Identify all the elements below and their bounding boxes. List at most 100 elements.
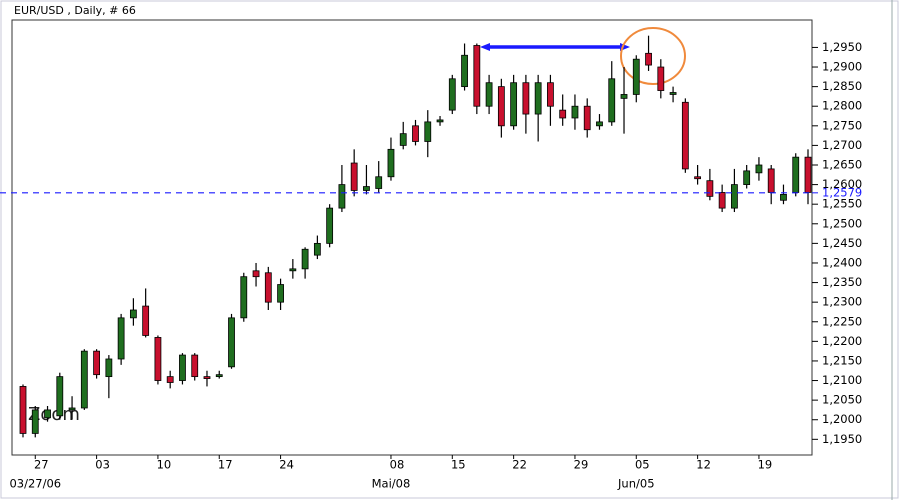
y-tick-label: 1,1950 bbox=[822, 432, 862, 446]
y-tick-label: 1,2500 bbox=[822, 216, 862, 230]
candle-body bbox=[657, 66, 665, 91]
candle-body bbox=[780, 193, 787, 201]
y-tick-label: 1,2600 bbox=[822, 177, 862, 191]
candle-body bbox=[80, 350, 88, 409]
y-tick-label: 1,2250 bbox=[822, 314, 862, 328]
candle-body bbox=[534, 82, 542, 115]
x-tick-label: 27 bbox=[34, 458, 49, 472]
candle-body bbox=[632, 58, 640, 95]
candle-body bbox=[559, 109, 567, 119]
candle-body bbox=[387, 148, 395, 178]
date-label: 03/27/06 bbox=[9, 477, 61, 491]
candle-body bbox=[583, 105, 591, 131]
candle-body bbox=[19, 386, 27, 434]
candle-body bbox=[681, 101, 689, 170]
candle-body bbox=[571, 105, 579, 119]
last-price-label: 1,2579 bbox=[822, 185, 862, 199]
candle-body bbox=[792, 156, 800, 193]
x-tick-label: 12 bbox=[696, 458, 711, 472]
y-tick-label: 1,2200 bbox=[822, 334, 862, 348]
candle-body bbox=[56, 376, 64, 417]
candle-body bbox=[547, 82, 554, 107]
candle-body bbox=[240, 276, 248, 319]
candle-body bbox=[485, 82, 493, 107]
x-tick-label: 08 bbox=[390, 458, 405, 472]
annotation-circle bbox=[620, 27, 686, 85]
y-tick-label: 1,2000 bbox=[822, 412, 862, 426]
y-tick-label: 1,2450 bbox=[822, 236, 862, 250]
candle-body bbox=[215, 374, 223, 378]
plot-frame bbox=[11, 19, 813, 456]
y-tick-label: 1,2300 bbox=[822, 295, 862, 309]
candle-body bbox=[350, 162, 358, 191]
candle-body bbox=[804, 156, 812, 193]
candle-body bbox=[93, 350, 100, 376]
candle-body bbox=[767, 168, 775, 193]
candle-body bbox=[669, 92, 677, 95]
candle-body bbox=[301, 248, 309, 270]
y-tick-label: 1,2400 bbox=[822, 255, 862, 269]
arrow-head bbox=[480, 43, 490, 51]
y-tick-label: 1,2950 bbox=[822, 40, 862, 54]
candle-body bbox=[252, 270, 260, 278]
y-tick-label: 1,2700 bbox=[822, 138, 862, 152]
x-tick-label: 22 bbox=[512, 458, 527, 472]
candle-body bbox=[694, 176, 702, 180]
candle-body bbox=[154, 337, 162, 381]
candle-body bbox=[228, 317, 235, 368]
candle-body bbox=[191, 354, 199, 378]
y-tick-label: 1,2050 bbox=[822, 393, 862, 407]
candle-body bbox=[718, 192, 726, 209]
candle-body bbox=[608, 78, 616, 123]
candle-body bbox=[326, 207, 334, 244]
y-tick-label: 1,2650 bbox=[822, 158, 862, 172]
candle-body bbox=[142, 305, 150, 336]
zoom-label: Zoom bbox=[28, 404, 80, 425]
candle-body bbox=[375, 176, 383, 189]
candle-body bbox=[596, 121, 603, 127]
candle-body bbox=[436, 119, 444, 123]
candle-body bbox=[277, 284, 284, 303]
x-tick-label: 10 bbox=[157, 458, 172, 472]
candle-body bbox=[645, 52, 652, 66]
candle-body bbox=[399, 133, 407, 146]
candle-body bbox=[44, 409, 51, 419]
candle-body bbox=[105, 358, 113, 378]
y-tick-label: 1,2350 bbox=[822, 275, 862, 289]
candle-body bbox=[497, 86, 505, 127]
candle-body bbox=[289, 268, 297, 272]
x-tick-label: 17 bbox=[218, 458, 233, 472]
y-tick-label: 1,2900 bbox=[822, 60, 862, 74]
candle-body bbox=[510, 82, 518, 127]
candle-body bbox=[179, 354, 186, 381]
x-tick-label: 05 bbox=[635, 458, 650, 472]
candle-body bbox=[203, 376, 211, 379]
candle-body bbox=[68, 407, 76, 411]
y-tick-label: 1,2150 bbox=[822, 353, 862, 367]
candle-body bbox=[313, 242, 321, 256]
x-tick-label: 15 bbox=[451, 458, 466, 472]
y-tick-label: 1,2550 bbox=[822, 197, 862, 211]
candle-body bbox=[264, 272, 272, 303]
date-label: Mai/08 bbox=[372, 477, 411, 491]
candle-body bbox=[363, 186, 370, 191]
candle-body bbox=[117, 317, 125, 360]
x-tick-label: 29 bbox=[574, 458, 589, 472]
candle-body bbox=[743, 170, 751, 185]
candle-body bbox=[31, 409, 39, 434]
candle-body bbox=[129, 309, 137, 319]
candle-body bbox=[620, 94, 628, 99]
candle-body bbox=[412, 125, 419, 142]
x-tick-label: 24 bbox=[279, 458, 294, 472]
candle-body bbox=[473, 45, 481, 107]
candle-body bbox=[755, 164, 763, 174]
y-tick-label: 1,2850 bbox=[822, 79, 862, 93]
chart-title: EUR/USD , Daily, # 66 bbox=[14, 4, 136, 17]
candle-body bbox=[338, 184, 346, 209]
y-tick-label: 1,2800 bbox=[822, 99, 862, 113]
candle-body bbox=[731, 184, 738, 209]
candle-body bbox=[706, 180, 714, 197]
candle-body bbox=[448, 78, 456, 111]
date-label: Jun/05 bbox=[617, 477, 654, 491]
